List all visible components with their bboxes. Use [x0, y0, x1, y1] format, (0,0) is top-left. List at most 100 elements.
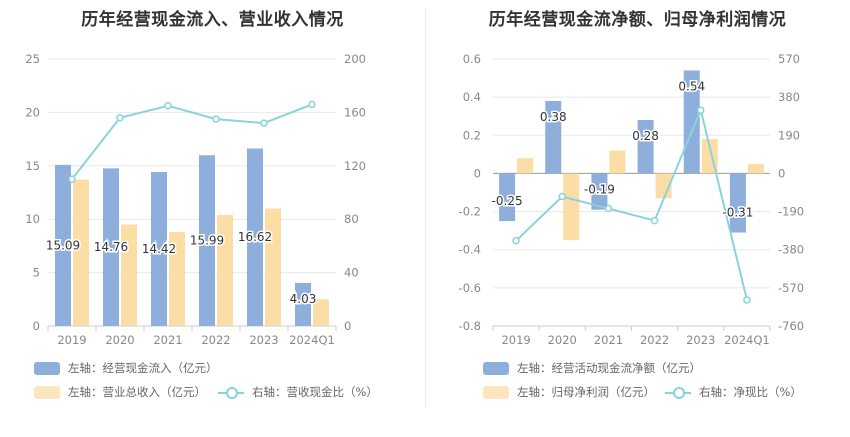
left-axis-tick: -0.2 — [459, 205, 481, 219]
bar-primary — [499, 173, 516, 222]
bar-primary — [55, 164, 71, 326]
line-point — [164, 101, 172, 110]
x-axis-label: 2023 — [249, 333, 278, 347]
right-axis-tick: 120 — [344, 159, 366, 173]
x-axis-label: 2021 — [153, 333, 182, 347]
legend-swatch-orange — [483, 385, 509, 399]
right-axis-tick: 40 — [344, 266, 359, 280]
bar-data-label: -0.25 — [492, 194, 523, 208]
left-axis-tick: 0.4 — [463, 90, 481, 104]
legend-label: 左轴：经营活动现金流净额（亿元） — [517, 361, 701, 375]
legend-line-icon — [665, 386, 691, 399]
left-chart-title: 历年经营现金流入、营业收入情况 — [81, 10, 344, 30]
right-axis-tick: -380 — [778, 243, 804, 257]
bar-data-label: 14.76 — [94, 240, 128, 254]
bar-data-label: 4.03 — [290, 292, 317, 306]
legend-swatch-blue — [483, 361, 509, 375]
bar-data-label: 15.99 — [190, 234, 224, 248]
bar-data-label: 0.38 — [540, 110, 567, 124]
right-axis-tick: 0 — [344, 319, 351, 333]
line-series — [71, 103, 313, 180]
legend-item-net-cash-ratio[interactable]: 右轴：净现比（%） — [665, 384, 802, 400]
x-axis-label: 2022 — [201, 333, 230, 347]
right-chart-panel: 历年经营现金流净额、归母净利润情况 -0.8 -0.6 -0.4 -0.2 0 0.2 0.… — [425, 0, 850, 437]
line-point — [697, 106, 705, 114]
legend-item-cash-ratio[interactable]: 右轴：营收现金比（%） — [218, 384, 378, 400]
left-chart: 0 5 10 15 20 25 0 40 80 120 160 200 2019 2020 2021 2022… — [25, 52, 366, 347]
bar-primary — [683, 70, 700, 174]
bar-primary — [591, 173, 608, 210]
left-axis-tick: 10 — [25, 212, 40, 226]
line-point — [743, 296, 751, 304]
left-axis-tick: 0.6 — [463, 52, 481, 66]
bar-secondary — [169, 232, 185, 326]
legend-item-cash-inflow[interactable]: 左轴：经营现金流入（亿元） — [34, 360, 218, 376]
left-chart-panel: 历年经营现金流入、营业收入情况 0 5 10 15 20 25 0 40 80 120 160 200… — [25, 10, 378, 400]
x-axis-label: 2024Q1 — [724, 333, 770, 347]
bar-primary — [199, 155, 215, 326]
bar-secondary — [265, 208, 281, 326]
legend-label: 左轴：营业总收入（亿元） — [68, 385, 206, 399]
x-axis-label: 2019 — [501, 333, 530, 347]
legend-item-net-cash-flow[interactable]: 左轴：经营活动现金流净额（亿元） — [483, 360, 701, 376]
line-point — [650, 216, 659, 225]
right-axis-tick: 380 — [778, 90, 800, 104]
right-axis-tick: 200 — [344, 52, 366, 66]
line-point — [116, 113, 124, 122]
right-axis-tick: 570 — [778, 52, 800, 66]
left-axis-tick: -0.8 — [459, 319, 481, 333]
right-axis-tick: -190 — [778, 205, 804, 219]
right-axis-tick: 190 — [778, 128, 800, 142]
left-axis-tick: 20 — [25, 105, 40, 119]
right-chart: -0.8 -0.6 -0.4 -0.2 0 0.2 0.4 0.6 -760 -570 -380 -1… — [459, 52, 805, 347]
bar-secondary — [313, 299, 329, 326]
right-axis-tick: -760 — [778, 319, 804, 333]
x-axis-label: 2023 — [686, 333, 715, 347]
legend-swatch-blue — [34, 361, 60, 375]
right-axis-tick: 80 — [344, 212, 359, 226]
legend-line-icon — [218, 386, 244, 399]
legend-label: 右轴：营收现金比（%） — [252, 385, 378, 399]
left-axis-tick: 15 — [25, 159, 40, 173]
bar-data-label: 0.54 — [678, 79, 705, 93]
right-axis-tick: 0 — [778, 166, 785, 180]
line-point — [558, 192, 566, 201]
line-point — [68, 175, 76, 183]
right-axis-tick: 160 — [344, 105, 366, 119]
legend-item-revenue[interactable]: 左轴：营业总收入（亿元） — [34, 384, 206, 400]
left-axis-tick: -0.4 — [459, 243, 481, 257]
bar-data-label: 16.62 — [238, 230, 272, 244]
legend-label: 左轴：经营现金流入（亿元） — [68, 361, 218, 375]
right-chart-title: 历年经营现金流净额、归母净利润情况 — [488, 10, 787, 30]
bar-primary — [103, 168, 119, 326]
line-point — [512, 236, 520, 245]
legend-item-net-profit[interactable]: 左轴：归母净利润（亿元） — [483, 384, 655, 400]
bar-secondary — [609, 150, 626, 174]
bar-primary — [295, 282, 311, 326]
bar-secondary — [73, 179, 89, 326]
x-axis-label: 2020 — [105, 333, 134, 347]
bar-primary — [545, 100, 562, 174]
x-axis-label: 2024Q1 — [289, 333, 335, 347]
bar-secondary — [217, 214, 233, 326]
bar-secondary — [121, 224, 137, 326]
x-axis-label: 2020 — [548, 333, 577, 347]
bar-secondary — [563, 173, 580, 241]
line-point — [308, 100, 316, 109]
panel-divider — [425, 8, 426, 408]
legend-label: 右轴：净现比（%） — [699, 385, 802, 399]
x-axis-label: 2022 — [640, 333, 669, 347]
legend-label: 左轴：归母净利润（亿元） — [517, 385, 655, 399]
left-axis-tick: 0.2 — [463, 128, 481, 142]
line-point — [260, 119, 268, 127]
legend-swatch-orange — [34, 385, 60, 399]
x-axis-label: 2019 — [57, 333, 86, 347]
right-axis-tick: -570 — [778, 281, 804, 295]
left-axis-tick: 0 — [474, 166, 481, 180]
bar-secondary — [747, 163, 764, 174]
bar-primary — [151, 171, 167, 326]
bar-primary — [729, 173, 746, 233]
bar-primary — [247, 148, 263, 326]
left-axis-tick: -0.6 — [459, 281, 481, 295]
left-axis-tick: 25 — [25, 52, 40, 66]
